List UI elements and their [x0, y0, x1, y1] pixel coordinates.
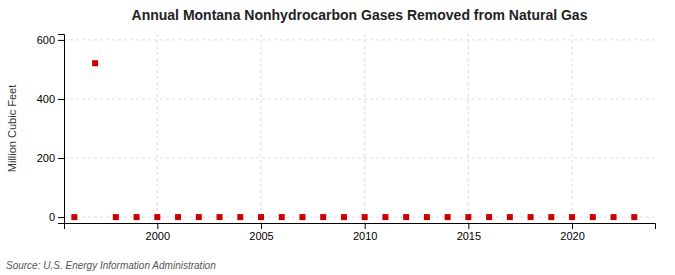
tick: 600: [37, 34, 64, 46]
point: [611, 214, 617, 220]
point: [486, 214, 492, 220]
grid-line-x: [572, 34, 573, 223]
tick-label: 2020: [560, 230, 584, 242]
point: [279, 214, 285, 220]
point: [382, 214, 388, 220]
tick-label: 600: [37, 34, 55, 46]
tick: 2000: [146, 223, 170, 242]
tick: 2020: [560, 223, 584, 242]
tick-mark: [365, 223, 366, 229]
tick: 2010: [353, 223, 377, 242]
point: [465, 214, 471, 220]
tick: 2005: [249, 223, 273, 242]
point: [569, 214, 575, 220]
axis-line: [58, 35, 65, 224]
annotation: Source: U.S. Energy Information Administ…: [6, 260, 216, 271]
grid-line-y: [64, 217, 655, 218]
tick-mark: [157, 223, 158, 229]
tick-label: 2005: [249, 230, 273, 242]
grid-line-y: [64, 158, 655, 159]
point: [92, 60, 98, 66]
grid-line-y: [64, 39, 655, 40]
point: [320, 214, 326, 220]
point: [631, 214, 637, 220]
point: [424, 214, 430, 220]
point: [362, 214, 368, 220]
point: [113, 214, 119, 220]
point: [237, 214, 243, 220]
tick-mark: [468, 223, 469, 229]
x-axis: 2000 2005 2010 2015 2020: [65, 223, 656, 242]
point: [548, 214, 554, 220]
tick-mark: [58, 158, 64, 159]
point: [258, 214, 264, 220]
point: [134, 214, 140, 220]
grid-line-y: [64, 98, 655, 99]
tick-label: 2015: [457, 230, 481, 242]
point: [507, 214, 513, 220]
tick-mark: [58, 99, 64, 100]
point: [299, 214, 305, 220]
point: [590, 214, 596, 220]
grid-line-x: [364, 34, 365, 223]
tick-label: 2010: [353, 230, 377, 242]
tick-label: 400: [37, 93, 55, 105]
tick-mark: [572, 223, 573, 229]
y-axis-label: Million Cubic Feet: [6, 85, 18, 172]
point: [196, 214, 202, 220]
plot-area: [71, 60, 637, 220]
tick: 0: [49, 211, 64, 223]
tick-mark: [58, 40, 64, 41]
title: Annual Montana Nonhydrocarbon Gases Remo…: [132, 7, 588, 23]
tick: 200: [37, 152, 64, 164]
tick-label: 2000: [146, 230, 170, 242]
tick-label: 0: [49, 211, 55, 223]
tick-label: 200: [37, 152, 55, 164]
point: [175, 214, 181, 220]
point: [528, 214, 534, 220]
tick-mark: [261, 223, 262, 229]
point: [154, 214, 160, 220]
tick: 400: [37, 93, 64, 105]
point: [341, 214, 347, 220]
grid-line-x: [157, 34, 158, 223]
axis-line: [65, 224, 656, 230]
grid-line-x: [261, 34, 262, 223]
point: [217, 214, 223, 220]
point: [71, 214, 77, 220]
grid-line-x: [468, 34, 469, 223]
tick: 2015: [457, 223, 481, 242]
y-axis: 0 200 400 600: [37, 34, 65, 224]
point: [403, 214, 409, 220]
grid: [64, 34, 655, 223]
point: [445, 214, 451, 220]
tick-mark: [58, 217, 64, 218]
chart: 2000 2005 2010 2015 2020 0 200 400 600 Annual Mon…: [0, 0, 675, 275]
